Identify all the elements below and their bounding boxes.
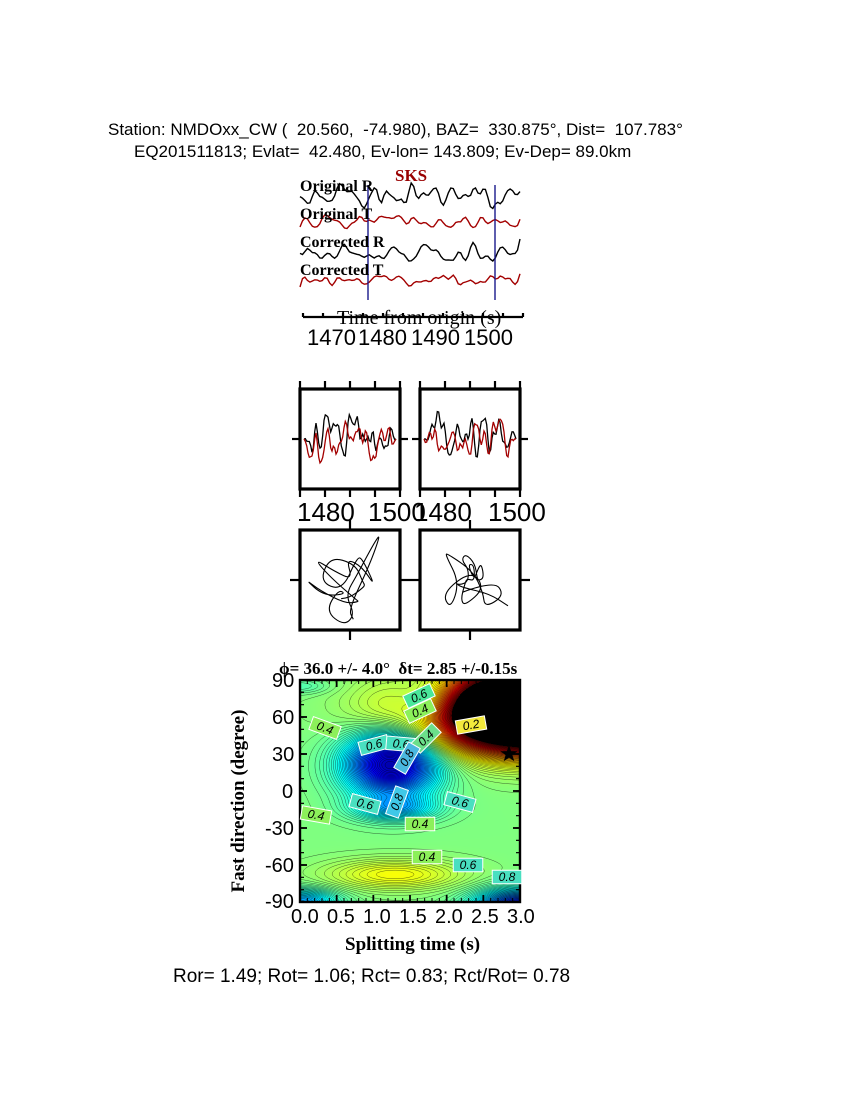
svg-text:0.4: 0.4 <box>307 807 326 824</box>
svg-text:0.4: 0.4 <box>412 817 429 831</box>
svg-text:0.2: 0.2 <box>462 717 481 734</box>
svg-text:0.4: 0.4 <box>419 850 436 864</box>
svg-text:0.8: 0.8 <box>499 870 516 884</box>
svg-text:0.6: 0.6 <box>460 858 477 872</box>
